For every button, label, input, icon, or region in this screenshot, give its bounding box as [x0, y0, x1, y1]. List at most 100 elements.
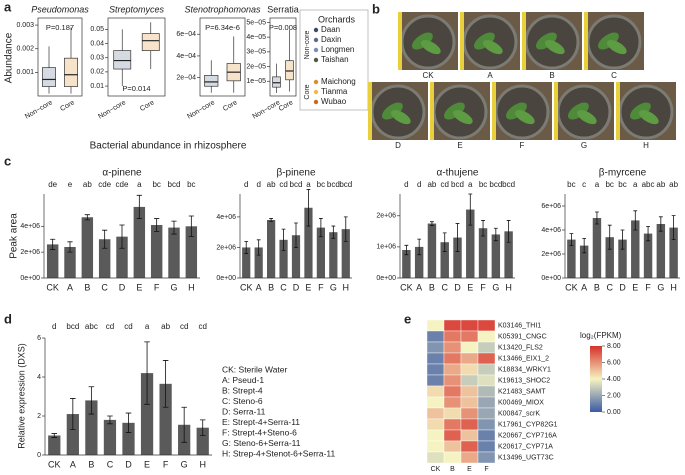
heatmap-cell	[426, 341, 445, 354]
y-tick-label: 6e+06	[541, 203, 561, 210]
x-tick-label: CK	[400, 282, 413, 292]
heatmap-cell	[443, 429, 462, 442]
x-tick-label: D	[119, 282, 126, 292]
y-axis-label: Peak area	[9, 213, 20, 259]
row-label: K05391_CNGC	[498, 333, 547, 340]
chart-title: α-pinene	[102, 168, 142, 179]
heatmap-cell	[460, 440, 479, 453]
plant	[452, 110, 473, 125]
significance-letter: a	[633, 180, 638, 189]
heatmap-cell	[477, 429, 496, 442]
colorbar-tick-label: 4.00	[607, 376, 621, 383]
error-bar	[607, 224, 612, 250]
error-bar	[506, 220, 511, 243]
legend-label: B: Strept-4	[222, 385, 263, 395]
x-tick-label: H	[505, 282, 512, 292]
significance-letter: bc	[152, 180, 160, 189]
heatmap-cell	[426, 352, 445, 365]
y-tick-label: 4e+06	[541, 227, 561, 234]
bar	[414, 246, 424, 278]
error-bar	[633, 210, 638, 231]
significance-letter: e	[68, 180, 73, 189]
significance-letter: cd	[279, 180, 287, 189]
significance-letter: bc	[317, 180, 325, 189]
y-tick-label: 0.03	[90, 55, 104, 62]
photo-label: H	[643, 141, 649, 150]
error-bar	[404, 244, 409, 256]
significance-letter: bc	[605, 180, 613, 189]
y-tick-label: 3e−05	[246, 49, 266, 56]
heatmap-cell	[477, 319, 496, 332]
heatmap-cell	[443, 440, 462, 453]
x-tick-label: F	[154, 282, 160, 292]
y-tick-label: 0.05	[90, 26, 104, 33]
heatmap-cell	[477, 363, 496, 376]
x-tick-label: Core	[278, 99, 295, 113]
bar	[85, 400, 98, 455]
colorbar	[590, 346, 602, 412]
heatmap-cell	[443, 374, 462, 387]
x-tick-label: Non−core	[251, 99, 281, 120]
legend-label: Wubao	[321, 97, 347, 106]
legend-label: Maichong	[321, 77, 356, 86]
error-bar	[658, 216, 663, 232]
legend-group: Core	[304, 84, 311, 99]
heatmap-cell	[460, 352, 479, 365]
y-tick-label: 0	[37, 452, 41, 459]
heatmap-cell	[443, 418, 462, 431]
row-label: K20617_CYP71A	[498, 443, 553, 450]
box	[64, 57, 78, 87]
x-tick-label: D	[125, 459, 132, 469]
heatmap-cell	[460, 429, 479, 442]
error-bar	[269, 218, 273, 222]
error-bar	[493, 227, 498, 242]
row-label: K21483_SAMT	[498, 388, 546, 395]
y-tick-label: 2e+06	[20, 249, 40, 256]
column-label: F	[484, 466, 488, 473]
ruler	[398, 12, 402, 70]
x-tick-label: H	[188, 282, 195, 292]
heatmap-cell	[460, 407, 479, 420]
bar	[427, 223, 437, 278]
significance-letter: d	[404, 180, 408, 189]
legend-label: Longmen	[321, 45, 354, 54]
error-bar	[281, 228, 286, 251]
error-bar	[294, 222, 298, 248]
row-label: K19613_SHOC2	[498, 377, 550, 384]
significance-letter: a	[595, 180, 600, 189]
y-tick-label: 4	[37, 374, 41, 381]
bar	[64, 246, 76, 278]
ruler	[616, 82, 620, 140]
error-bar	[569, 233, 574, 246]
row-label: K00469_MIOX	[498, 399, 544, 406]
legend-title: Orchards	[318, 14, 356, 24]
significance-letter: cd	[180, 322, 188, 331]
legend-marker	[313, 79, 319, 85]
plot-frame	[37, 17, 83, 97]
chart-title: β-myrcene	[599, 168, 647, 179]
heatmap-cell	[477, 330, 496, 343]
ruler	[460, 12, 464, 70]
heatmap-cell	[460, 341, 479, 354]
row-label: K17961_CYP82G1	[498, 421, 558, 428]
annotation: P=0.014	[122, 84, 150, 93]
column-label: CK	[431, 466, 441, 473]
error-bar	[343, 216, 348, 242]
legend-label: A: Pseud-1	[222, 375, 264, 385]
x-tick-label: CK	[48, 459, 61, 469]
significance-letter: bcd	[327, 180, 340, 189]
heatmap-cell	[460, 330, 479, 343]
error-bar	[162, 360, 169, 408]
photo-label: D	[395, 141, 401, 150]
significance-letter: abc	[642, 180, 655, 189]
legend-marker	[313, 37, 319, 43]
plant	[606, 40, 627, 55]
significance-letter: bcd	[489, 180, 502, 189]
x-tick-label: E	[305, 282, 311, 292]
heatmap-cell	[443, 363, 462, 376]
legend-label: F: Strept-4+Steno-6	[222, 427, 297, 437]
y-tick-label: 2	[37, 413, 41, 420]
bar	[242, 247, 251, 278]
error-bar	[154, 218, 160, 232]
ruler	[584, 12, 588, 70]
